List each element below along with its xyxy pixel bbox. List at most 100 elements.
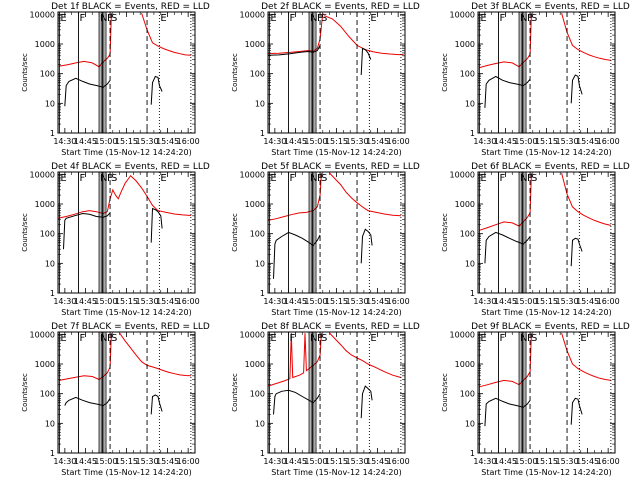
time-marker-label: P [107,13,113,24]
y-tick-label: 10000 [240,330,265,339]
time-marker-label: P [107,173,113,184]
y-axis-label: Counts/sec [21,373,29,412]
plot-area [479,172,612,267]
events-series-line [64,77,111,107]
panel-title: Det 7f BLACK = Events, RED = LLD [51,322,210,332]
y-tick-label: 10 [465,259,475,268]
x-tick-label: 16:00 [387,297,410,306]
x-tick-label: 14:45 [284,457,307,466]
x-axis-label: Start Time (15-Nov-12 14:24:20) [481,308,611,317]
y-axis-label: Counts/sec [21,213,29,252]
lld-series-line [141,12,191,56]
lld-series-line [329,172,401,217]
time-marker-label: E [580,13,586,24]
time-marker-label: E [370,333,376,344]
x-tick-label: 16:00 [597,297,620,306]
x-tick-label: 15:30 [136,457,159,466]
y-tick-label: 10 [465,99,475,108]
x-tick-label: 14:30 [263,137,286,146]
lld-series-line [561,332,611,381]
time-marker-label: F [290,333,296,344]
x-tick-label: 15:00 [514,457,537,466]
x-tick-label: 15:45 [576,457,599,466]
lld-series-line [268,173,322,221]
x-tick-label: 15:15 [325,457,348,466]
y-tick-label: 10000 [30,330,55,339]
time-marker-label: S [531,13,537,24]
x-tick-label: 14:45 [494,457,517,466]
y-axis-label: Counts/sec [441,373,449,412]
x-tick-label: 16:00 [597,457,620,466]
x-tick-label: 15:45 [576,297,599,306]
x-tick-label: 15:15 [115,137,138,146]
time-marker-label: E [370,13,376,24]
lld-series-line [59,13,112,68]
lld-series-line [479,173,532,231]
y-tick-label: 10000 [450,10,475,19]
time-marker-label: F [290,173,296,184]
time-marker-label: E [60,333,66,344]
plot-frame [57,11,196,134]
y-tick-label: 10 [45,419,55,428]
detector-panel-8: Det 8f BLACK = Events, RED = LLD Counts/s… [231,322,420,477]
x-tick-label: 15:00 [514,137,537,146]
y-tick-label: 1 [470,449,475,458]
lld-series-line [329,332,402,378]
x-tick-label: 14:30 [473,137,496,146]
y-tick-label: 10000 [30,10,55,19]
lld-series-line [561,12,611,61]
time-marker-label: E [160,173,166,184]
x-tick-label: 14:30 [263,297,286,306]
time-marker-label: S [321,333,327,344]
lld-series-line [58,174,191,219]
x-tick-label: 15:00 [304,137,327,146]
x-tick-label: 15:30 [346,137,369,146]
lld-series-line [119,332,191,377]
events-series-line [273,389,321,415]
y-tick-label: 10000 [30,170,55,179]
events-series-line [484,231,531,264]
y-axis-label: Counts/sec [21,53,29,92]
x-tick-label: 15:45 [156,137,179,146]
x-tick-label: 15:15 [535,457,558,466]
events-series-line [360,47,372,76]
plot-area [479,12,611,108]
x-tick-label: 14:45 [494,297,517,306]
x-tick-label: 14:30 [53,457,76,466]
panel-title: Det 8f BLACK = Events, RED = LLD [261,322,420,332]
time-marker-label: F [80,333,86,344]
y-tick-label: 100 [40,390,55,399]
x-axis-label: Start Time (15-Nov-12 14:24:20) [271,148,401,157]
detector-panel-3: Det 3f BLACK = Events, RED = LLD Counts/s… [441,2,630,157]
y-tick-label: 1000 [35,40,55,49]
y-tick-label: 10 [45,99,55,108]
lld-series-line [268,13,324,54]
y-tick-label: 1000 [455,40,475,49]
events-series-line [150,207,163,243]
plot-area [59,332,191,415]
x-axis-label: Start Time (15-Nov-12 14:24:20) [61,308,191,317]
x-tick-label: 14:45 [74,137,97,146]
time-marker-label: P [317,333,323,344]
x-tick-label: 15:15 [325,297,348,306]
time-marker-label: F [500,13,506,24]
y-tick-label: 1 [50,129,55,138]
panel-title: Det 2f BLACK = Events, RED = LLD [261,2,420,12]
y-axis-label: Counts/sec [231,53,239,92]
events-series-line [570,237,583,267]
detector-panel-7: Det 7f BLACK = Events, RED = LLD Counts/s… [21,322,210,477]
time-marker-label: E [60,13,66,24]
y-tick-label: 1000 [245,360,265,369]
x-tick-label: 15:15 [115,297,138,306]
time-marker-label: E [480,173,486,184]
time-marker-label: F [80,173,86,184]
y-tick-label: 10 [255,99,265,108]
y-tick-label: 10 [45,259,55,268]
y-tick-label: 10000 [240,170,265,179]
detector-panel-1: Det 1f BLACK = Events, RED = LLD Counts/s… [21,2,210,157]
events-series-line [64,396,111,407]
x-tick-label: 14:45 [74,457,97,466]
plot-area [268,172,401,279]
time-marker-label: E [370,173,376,184]
plot-area [268,13,404,76]
